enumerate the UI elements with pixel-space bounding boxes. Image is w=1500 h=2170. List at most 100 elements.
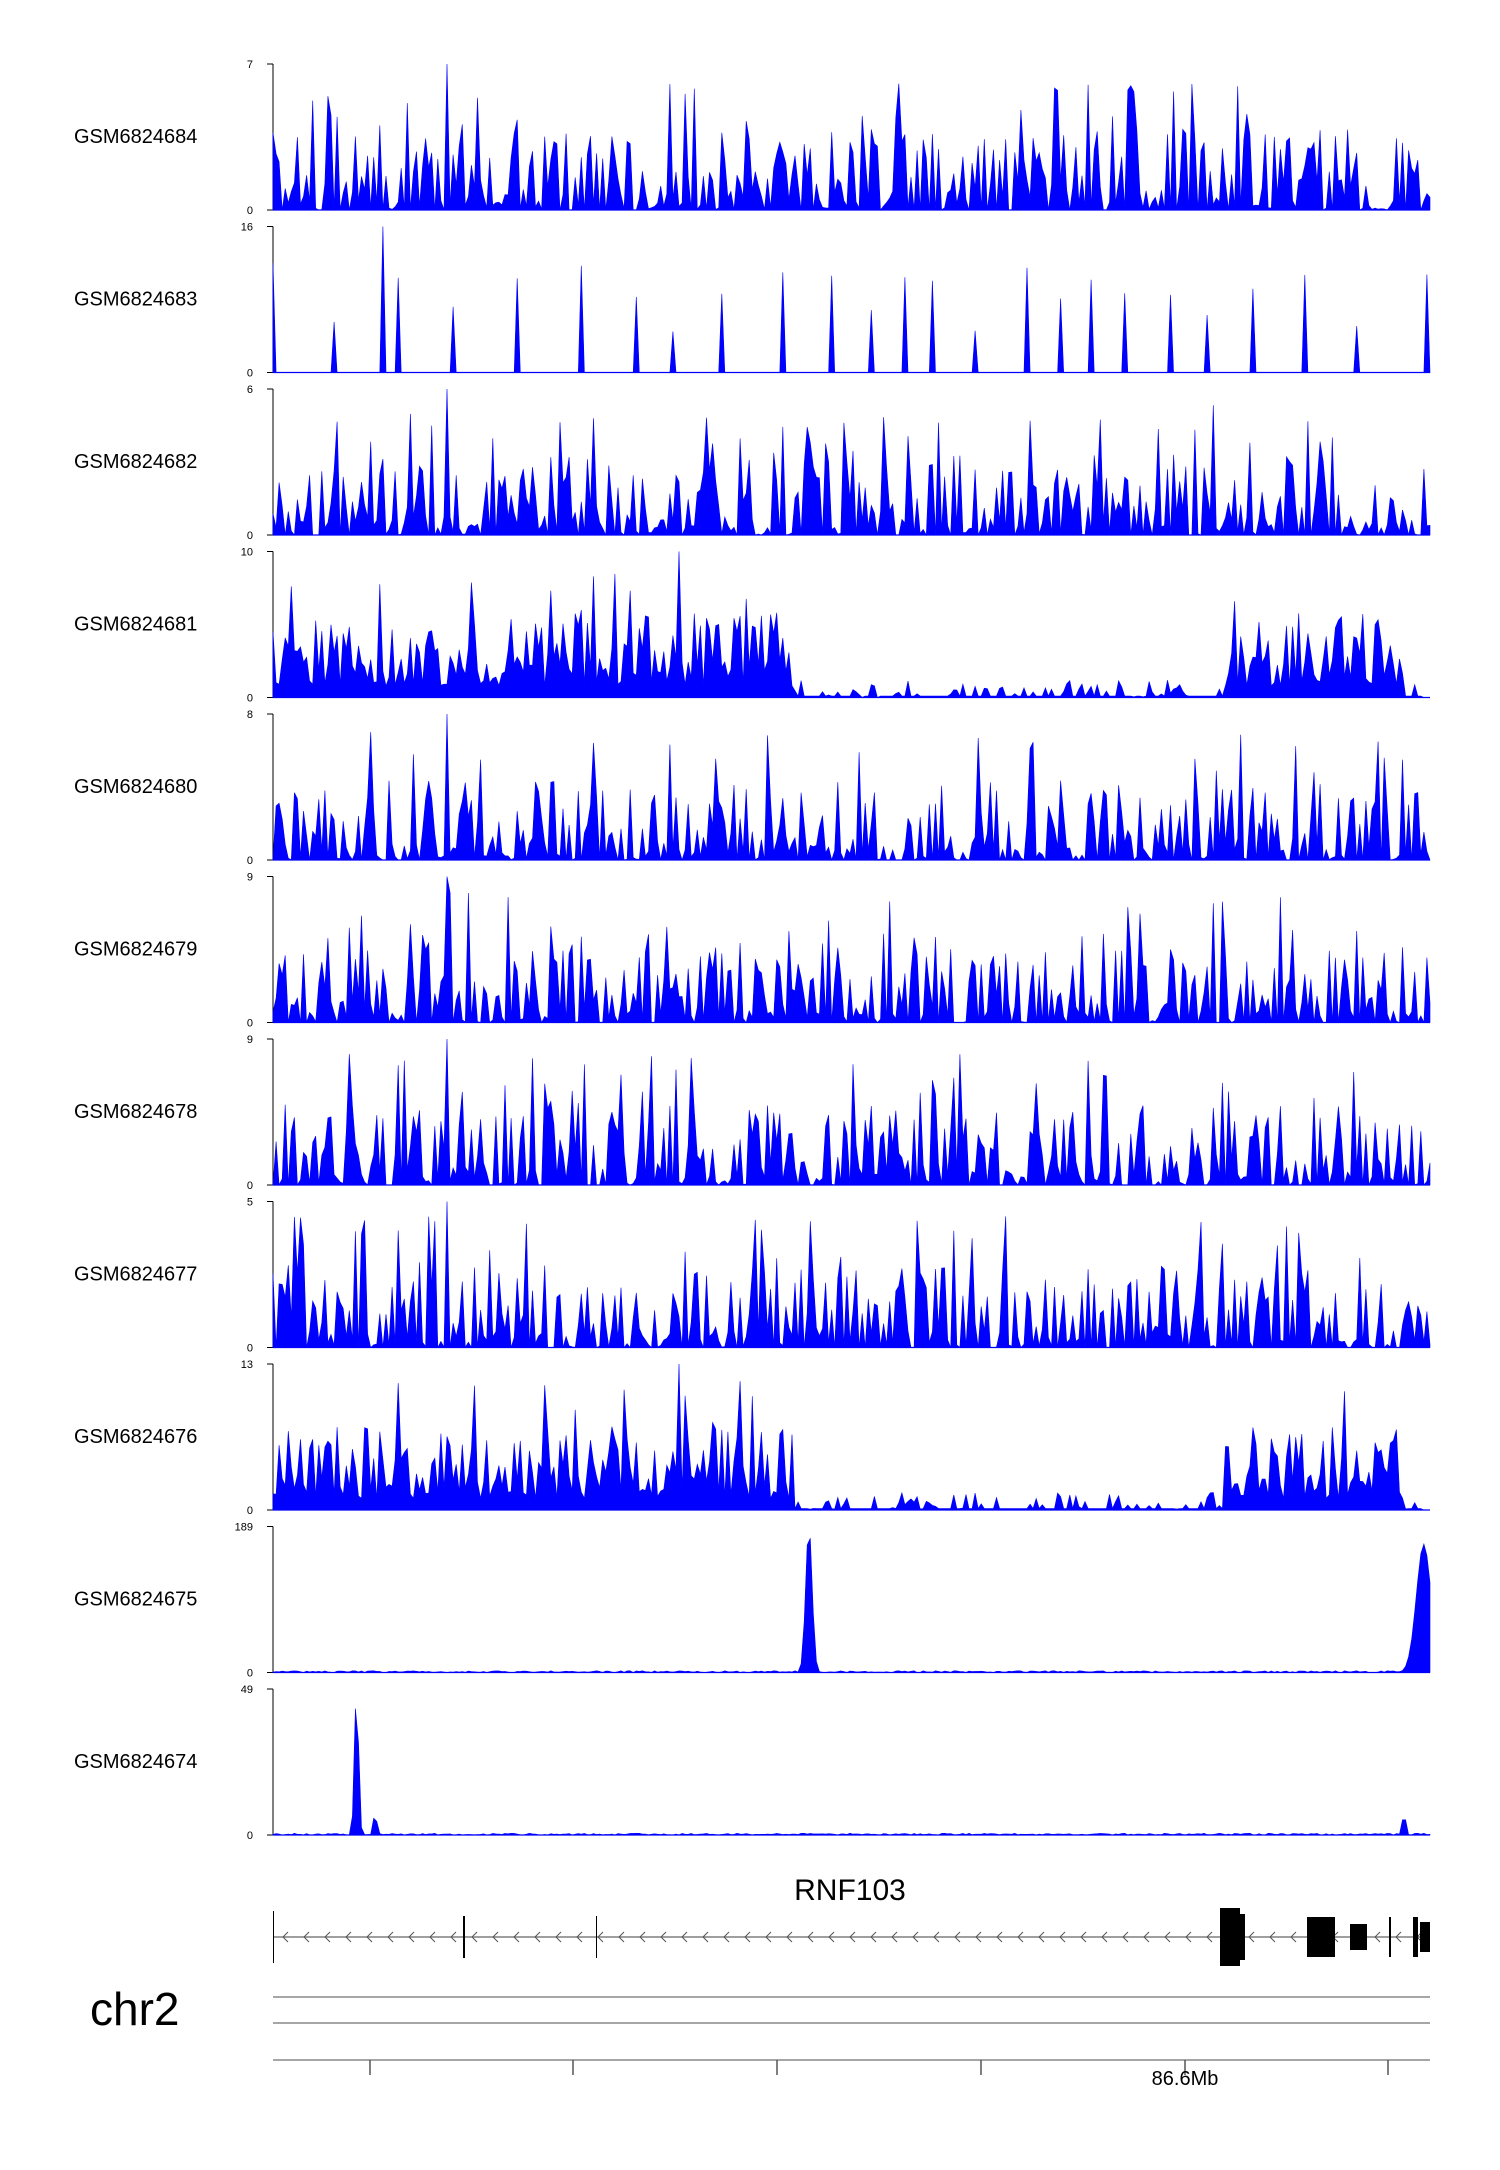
strand-arrow (471, 1931, 478, 1943)
track-signal-area (272, 226, 1431, 373)
strand-arrow (429, 1931, 436, 1943)
track-name: GSM6824682 (74, 451, 197, 473)
track-signal-area (272, 1038, 1431, 1186)
track-name: GSM6824674 (74, 1751, 197, 1773)
strand-arrow (765, 1931, 772, 1943)
track-ymax-label: 189 (235, 1522, 253, 1534)
track-name: GSM6824684 (74, 126, 197, 148)
strand-arrow (303, 1931, 310, 1943)
track-name: GSM6824675 (74, 1589, 197, 1611)
track-GSM6824682: 6 0 GSM6824682 (74, 384, 1431, 542)
track-ymin-label: 0 (247, 855, 253, 867)
strand-arrow (1269, 1931, 1276, 1943)
track-ymin-label: 0 (247, 1668, 253, 1680)
strand-arrow (828, 1931, 835, 1943)
strand-arrow (1017, 1931, 1024, 1943)
track-GSM6824677: 5 0 GSM6824677 (74, 1197, 1431, 1355)
track-ymin-label: 0 (247, 1830, 253, 1842)
track-ymax-label: 9 (247, 1034, 253, 1046)
track-name: GSM6824678 (74, 1101, 197, 1123)
strand-arrow (1101, 1931, 1108, 1943)
strand-arrow (702, 1931, 709, 1943)
track-signal-area (272, 713, 1431, 862)
strand-arrow (513, 1931, 520, 1943)
track-ymin-label: 0 (247, 1343, 253, 1355)
track-ymax-label: 49 (241, 1684, 253, 1696)
strand-arrow (933, 1931, 940, 1943)
track-signal-area (272, 876, 1431, 1024)
gene-exon (1350, 1924, 1367, 1950)
track-ymax-label: 13 (241, 1359, 253, 1371)
track-name: GSM6824676 (74, 1426, 197, 1448)
strand-arrow (807, 1931, 814, 1943)
track-ymin-label: 0 (247, 368, 253, 380)
strand-arrow (366, 1931, 373, 1943)
strand-arrow (387, 1931, 394, 1943)
strand-arrow (1185, 1931, 1192, 1943)
strand-arrow (1290, 1931, 1297, 1943)
strand-arrow (408, 1931, 415, 1943)
gene-exon (1236, 1914, 1245, 1960)
strand-arrow (597, 1931, 604, 1943)
gene-exon (1220, 1908, 1240, 1966)
gene-model (273, 1908, 1430, 1966)
strand-arrow (912, 1931, 919, 1943)
strand-arrow (870, 1931, 877, 1943)
track-signal-area (272, 1538, 1431, 1673)
strand-arrow (1038, 1931, 1045, 1943)
track-ymax-label: 16 (241, 222, 253, 234)
gene-exon (463, 1916, 465, 1958)
track-signal-area (272, 551, 1430, 698)
track-ymax-label: 8 (247, 709, 253, 721)
genome-axis-tick-label: 86.6Mb (1152, 2068, 1219, 2090)
strand-arrow (996, 1931, 1003, 1943)
strand-arrow (975, 1931, 982, 1943)
track-ymin-label: 0 (247, 693, 253, 705)
chromosome-label: chr2 (90, 1983, 179, 2035)
strand-arrow (744, 1931, 751, 1943)
track-name: GSM6824677 (74, 1264, 197, 1286)
strand-arrow (681, 1931, 688, 1943)
strand-arrow (786, 1931, 793, 1943)
track-signal-area (272, 1363, 1430, 1511)
track-ymin-label: 0 (247, 1180, 253, 1192)
strand-arrow (1122, 1931, 1129, 1943)
strand-arrow (723, 1931, 730, 1943)
gene-exon (273, 1911, 274, 1963)
strand-arrow (1395, 1931, 1402, 1943)
strand-arrow (1374, 1931, 1381, 1943)
strand-arrow (555, 1931, 562, 1943)
track-signal-area (272, 1201, 1431, 1349)
strand-arrow (639, 1931, 646, 1943)
strand-arrow (1143, 1931, 1150, 1943)
track-GSM6824684: 7 0 GSM6824684 (74, 59, 1431, 217)
strand-arrow (891, 1931, 898, 1943)
genome-axis (273, 2059, 1430, 2075)
strand-arrow (534, 1931, 541, 1943)
track-GSM6824681: 10 0 GSM6824681 (74, 547, 1430, 705)
strand-arrow (1059, 1931, 1066, 1943)
strand-arrow (324, 1931, 331, 1943)
chromosome-track: chr2 86.6Mb (90, 1983, 1430, 2090)
track-GSM6824678: 9 0 GSM6824678 (74, 1034, 1431, 1192)
gene-track: RNF103 (273, 1874, 1430, 1966)
track-name: GSM6824680 (74, 776, 197, 798)
track-ymax-label: 7 (247, 59, 253, 71)
track-ymin-label: 0 (247, 1505, 253, 1517)
strand-arrow (618, 1931, 625, 1943)
strand-arrow (1080, 1931, 1087, 1943)
strand-arrow (849, 1931, 856, 1943)
track-GSM6824680: 8 0 GSM6824680 (74, 709, 1431, 867)
strand-arrow (450, 1931, 457, 1943)
track-signal-area (272, 63, 1431, 211)
gene-exon (1307, 1917, 1335, 1957)
gene-exon (1420, 1922, 1430, 1952)
track-signal-area (272, 1708, 1431, 1836)
track-GSM6824679: 9 0 GSM6824679 (74, 872, 1431, 1030)
track-name: GSM6824681 (74, 614, 197, 636)
track-GSM6824674: 49 0 GSM6824674 (74, 1684, 1431, 1842)
gene-label: RNF103 (794, 1874, 906, 1907)
gene-exon (1413, 1917, 1418, 1957)
strand-arrow (576, 1931, 583, 1943)
